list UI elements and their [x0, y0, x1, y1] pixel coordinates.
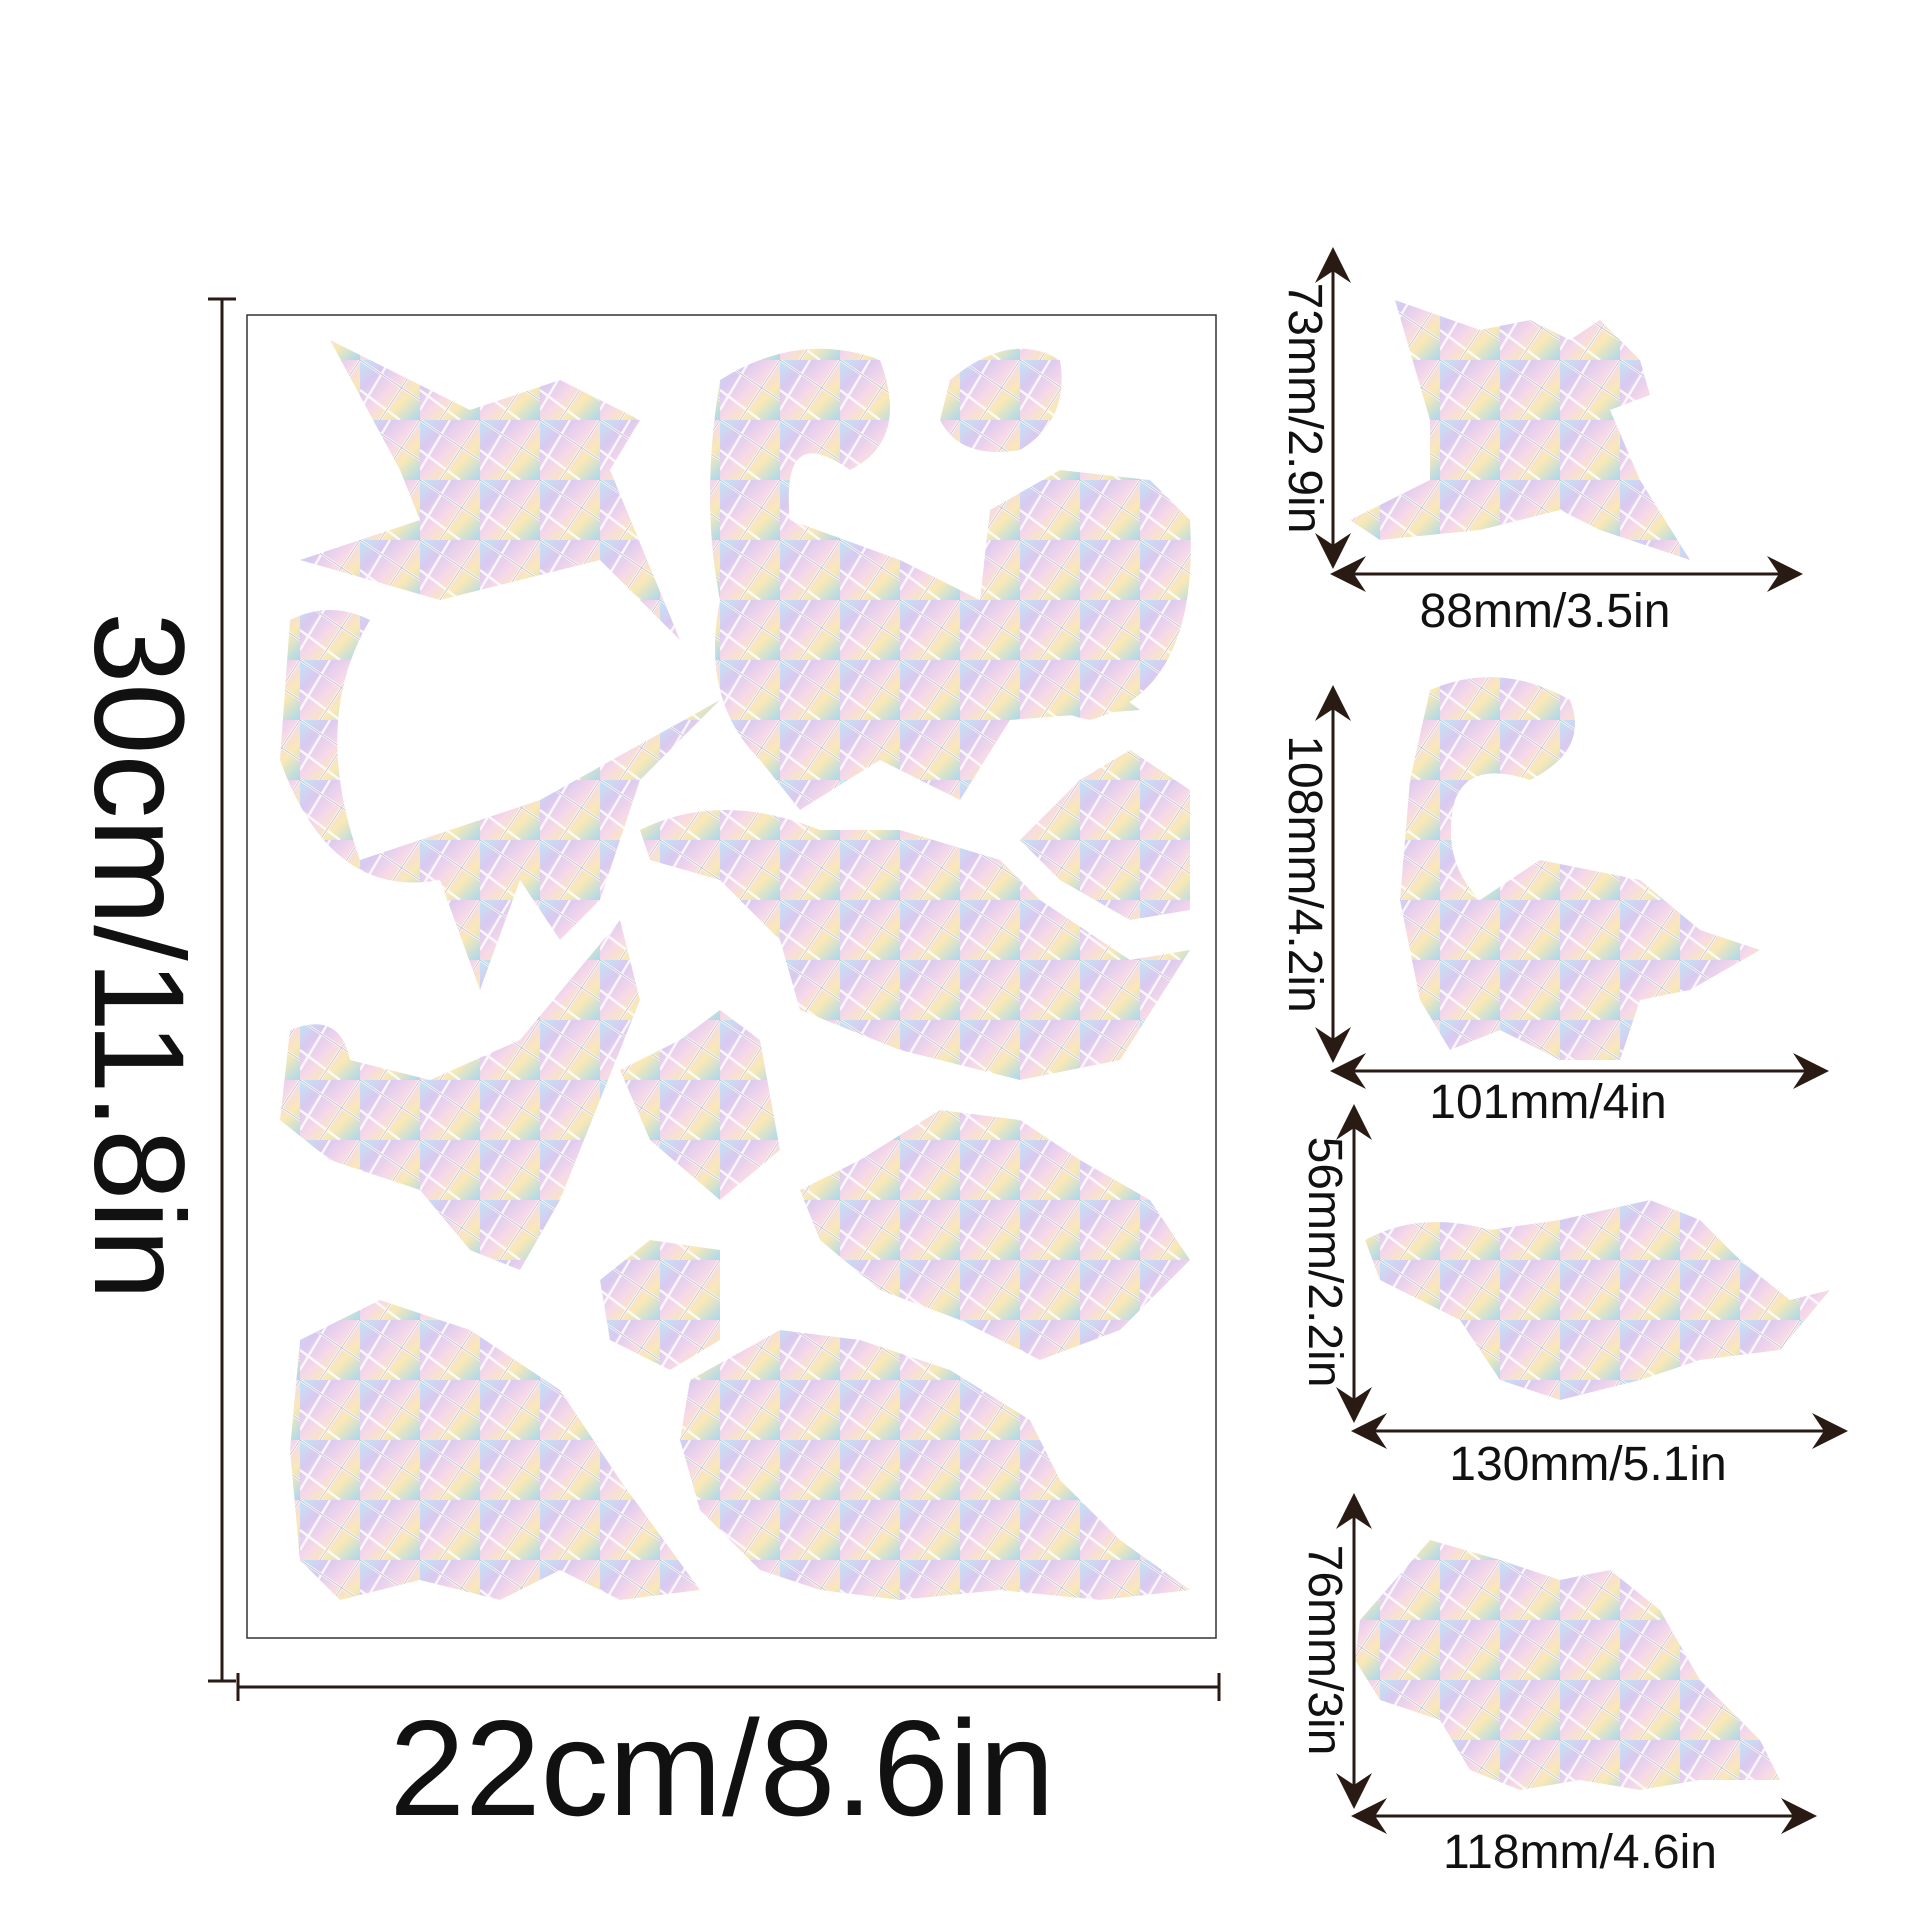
height-label: 73mm/2.9in [1278, 283, 1331, 534]
egg-bottom-sticker [980, 470, 1191, 720]
height-label: 76mm/3in [1298, 1545, 1351, 1756]
sticker-detail-ankylosaur: 56mm/2.2in 130mm/5.1in [1298, 1104, 1848, 1491]
width-label: 118mm/4.6in [1443, 1826, 1717, 1879]
sheet-height-dimension [208, 297, 236, 1683]
sheet-dinosaur-stickers [280, 340, 1191, 1600]
height-label: 108mm/4.2in [1278, 735, 1331, 1012]
egg-top-sticker [940, 348, 1062, 452]
long-neck-dino-sticker [280, 610, 720, 990]
long-neck-sticker-detail [1400, 677, 1760, 1060]
height-label: 56mm/2.2in [1298, 1137, 1351, 1388]
width-label: 101mm/4in [1429, 1076, 1666, 1129]
ankylosaur-sticker-detail [1365, 1200, 1830, 1400]
pterodactyl-sticker-detail [1350, 300, 1690, 560]
flame-sticker [620, 1010, 780, 1200]
stegosaurus-sticker-detail [1355, 1540, 1780, 1790]
ankylosaur-sticker [640, 810, 1190, 1080]
sheet-width-label: 22cm/8.6in [389, 1692, 1054, 1844]
sticker-sheet [246, 314, 1217, 1639]
small-dino-sticker [280, 920, 640, 1270]
flame-leaf-sticker [1020, 750, 1190, 920]
big-stegosaurus-sticker [680, 1330, 1190, 1600]
pterodactyl-sticker [300, 340, 680, 640]
width-label: 88mm/3.5in [1420, 585, 1671, 638]
triceratops-sticker [290, 1300, 700, 1600]
sticker-detail-pterodactyl: 73mm/2.9in 88mm/3.5in [1278, 247, 1803, 638]
sticker-detail-stegosaurus: 76mm/3in 118mm/4.6in [1298, 1493, 1817, 1879]
egg-small-sticker [600, 1240, 720, 1370]
sticker-detail-long-neck: 108mm/4.2in 101mm/4in [1278, 677, 1829, 1129]
stegosaurus-sticker [800, 1110, 1190, 1360]
sheet-width-dimension [236, 1673, 1221, 1701]
sheet-height-label: 30cm/11.8in [67, 612, 210, 1300]
width-label: 130mm/5.1in [1449, 1438, 1726, 1491]
